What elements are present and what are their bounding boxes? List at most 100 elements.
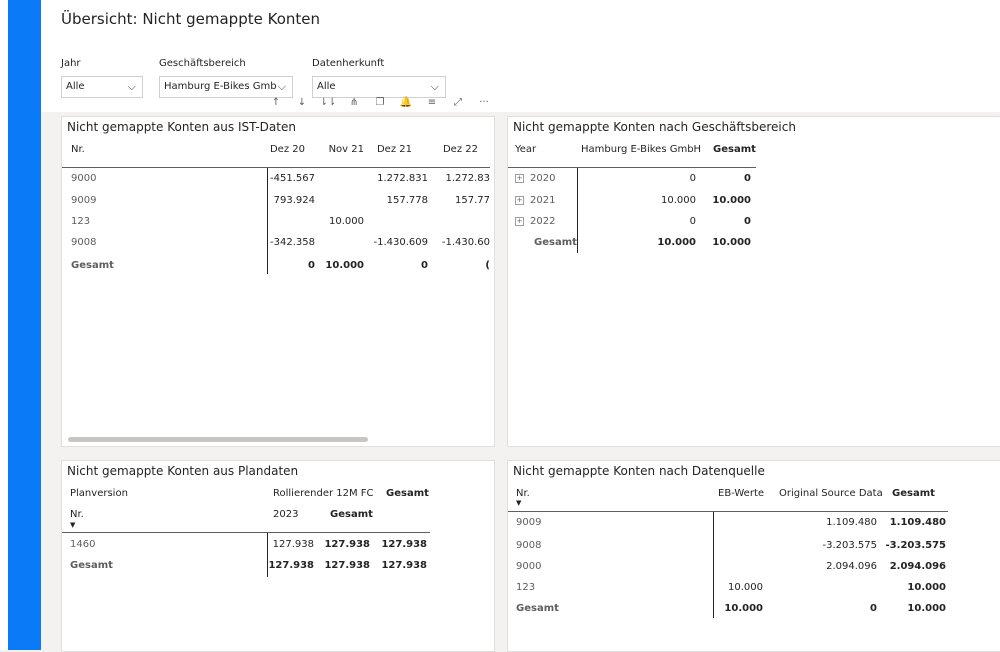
total-label: Gesamt [70, 560, 113, 571]
chevron-down-icon: ⌵ [430, 80, 439, 93]
slicer-datenherkunft: Datenherkunft Alle ⌵ [312, 58, 446, 98]
column-header[interactable]: 2023 [273, 509, 299, 520]
cell: -451.567 [270, 173, 315, 184]
cell: 1.272.83 [445, 173, 490, 184]
row-header-divider [713, 512, 714, 618]
column-header-planversion[interactable]: Planversion [70, 488, 128, 499]
row-label[interactable]: +2022 [515, 216, 556, 227]
slicer-label: Geschäftsbereich [159, 58, 246, 69]
cell: 127.938 [324, 539, 370, 550]
column-header-gesamt[interactable]: Gesamt [892, 488, 935, 499]
total-cell: 127.938 [268, 560, 314, 571]
chevron-down-icon: ⌵ [275, 77, 286, 97]
expand-hierarchy-icon[interactable]: ⋔ [349, 97, 359, 108]
cell: -1.430.609 [373, 237, 428, 248]
more-options-icon[interactable]: ··· [479, 97, 489, 108]
slicer-dropdown-jahr[interactable]: Alle ⌵ [61, 76, 143, 98]
cell: 0 [744, 216, 751, 227]
matrix-plandaten[interactable]: Nicht gemappte Konten aus Plandaten Plan… [61, 460, 495, 652]
slicer-value: Alle [317, 81, 336, 92]
column-header-gesamt[interactable]: Gesamt [386, 488, 429, 499]
sort-descending-icon[interactable]: ↓ [297, 97, 307, 108]
row-label: 9009 [71, 195, 97, 206]
column-header-nr[interactable]: Nr. [71, 144, 85, 155]
pin-icon[interactable]: 🔔 [399, 97, 413, 108]
cell: 10.000 [907, 582, 946, 593]
column-header-nr[interactable]: Nr. [516, 488, 530, 499]
total-label: Gesamt [516, 603, 559, 614]
column-header-year[interactable]: Year [515, 144, 537, 155]
cell: -3.203.575 [885, 540, 946, 551]
row-label: 9008 [71, 237, 97, 248]
total-cell: 10.000 [907, 603, 946, 614]
header-divider [62, 167, 490, 168]
slicer-dropdown-datenherkunft[interactable]: Alle ⌵ [312, 76, 446, 98]
cell: 10.000 [661, 195, 696, 206]
column-header[interactable]: Dez 21 [376, 144, 412, 155]
row-label: 9000 [71, 173, 97, 184]
copy-icon[interactable]: ❐ [375, 97, 385, 108]
total-cell: 127.938 [324, 560, 370, 571]
total-cell: ( [485, 260, 490, 271]
column-header[interactable]: EB-Werte [718, 488, 765, 499]
report-canvas: Übersicht: Nicht gemappte Konten Jahr Al… [41, 0, 1000, 652]
cell: 10.000 [329, 216, 364, 227]
left-sidebar [0, 0, 41, 650]
cell: 0 [689, 216, 696, 227]
cell: 10.000 [712, 195, 751, 206]
cell: 10.000 [728, 582, 763, 593]
matrix-ist-daten[interactable]: Nicht gemappte Konten aus IST-Daten Nr. … [61, 116, 495, 447]
filter-icon[interactable]: ≡ [427, 97, 437, 108]
total-cell: 0 [421, 260, 428, 271]
row-label[interactable]: +2020 [515, 173, 556, 184]
slicer-value: Alle [66, 81, 85, 92]
sort-descending-icon[interactable]: ▼ [516, 499, 522, 507]
drill-down-all-icon[interactable]: ⇂⇂ [319, 97, 337, 108]
slicer-dropdown-geschaeftsbereich[interactable]: Hamburg E-Bikes GmbH ⌵ [159, 76, 293, 98]
horizontal-scrollbar[interactable] [68, 437, 368, 442]
column-header[interactable]: Nov 21 [328, 144, 364, 155]
matrix-datenquelle[interactable]: Nicht gemappte Konten nach Datenquelle N… [507, 460, 1000, 652]
expand-icon[interactable]: + [515, 195, 524, 205]
column-header[interactable]: Hamburg E-Bikes GmbH [581, 144, 702, 155]
visual-header-toolbar: ↑ ↓ ⇂⇂ ⋔ ❐ 🔔 ≡ ⤢ ··· [263, 97, 497, 113]
cell: 0 [744, 173, 751, 184]
column-header[interactable]: Gesamt [330, 509, 373, 520]
total-label: Gesamt [71, 260, 114, 271]
sort-ascending-icon[interactable]: ↑ [271, 97, 281, 108]
slicer-label: Jahr [61, 58, 81, 69]
total-cell: 10.000 [724, 603, 763, 614]
row-label: 9008 [516, 540, 542, 551]
expand-icon[interactable]: + [515, 216, 524, 226]
row-label: 9000 [516, 561, 542, 572]
visual-title: Nicht gemappte Konten nach Geschäftsbere… [513, 120, 796, 134]
column-header-gesamt[interactable]: Gesamt [713, 144, 756, 155]
column-header[interactable]: Rollierender 12M FC [273, 488, 374, 499]
header-divider [508, 511, 948, 512]
cell: 157.778 [386, 195, 428, 206]
row-label[interactable]: +2021 [515, 195, 556, 206]
cell: -3.203.575 [822, 540, 877, 551]
row-label: 1460 [70, 539, 96, 550]
visual-title: Nicht gemappte Konten aus Plandaten [67, 464, 299, 478]
row-label: 123 [516, 582, 536, 593]
expand-icon[interactable]: + [515, 173, 524, 183]
column-header-nr[interactable]: Nr. [70, 509, 84, 520]
total-cell: 10.000 [657, 237, 696, 248]
row-label: 9009 [516, 517, 542, 528]
column-header[interactable]: Dez 20 [269, 144, 305, 155]
cell: 2.094.096 [826, 561, 877, 572]
cell: 1.109.480 [889, 517, 946, 528]
cell: 1.109.480 [826, 517, 877, 528]
column-header[interactable]: Dez 22 [442, 144, 478, 155]
cell: 127.938 [381, 539, 427, 550]
matrix-geschaeftsbereich[interactable]: Nicht gemappte Konten nach Geschäftsbere… [507, 116, 1000, 447]
cell: 2.094.096 [889, 561, 946, 572]
sort-descending-icon[interactable]: ▼ [70, 521, 76, 529]
total-cell: 0 [308, 260, 315, 271]
focus-mode-icon[interactable]: ⤢ [454, 97, 462, 108]
column-header[interactable]: Original Source Data [779, 488, 883, 499]
total-cell: 10.000 [712, 237, 751, 248]
slicer-geschaeftsbereich: Geschäftsbereich Hamburg E-Bikes GmbH ⌵ [159, 58, 293, 98]
total-cell: 10.000 [325, 260, 364, 271]
